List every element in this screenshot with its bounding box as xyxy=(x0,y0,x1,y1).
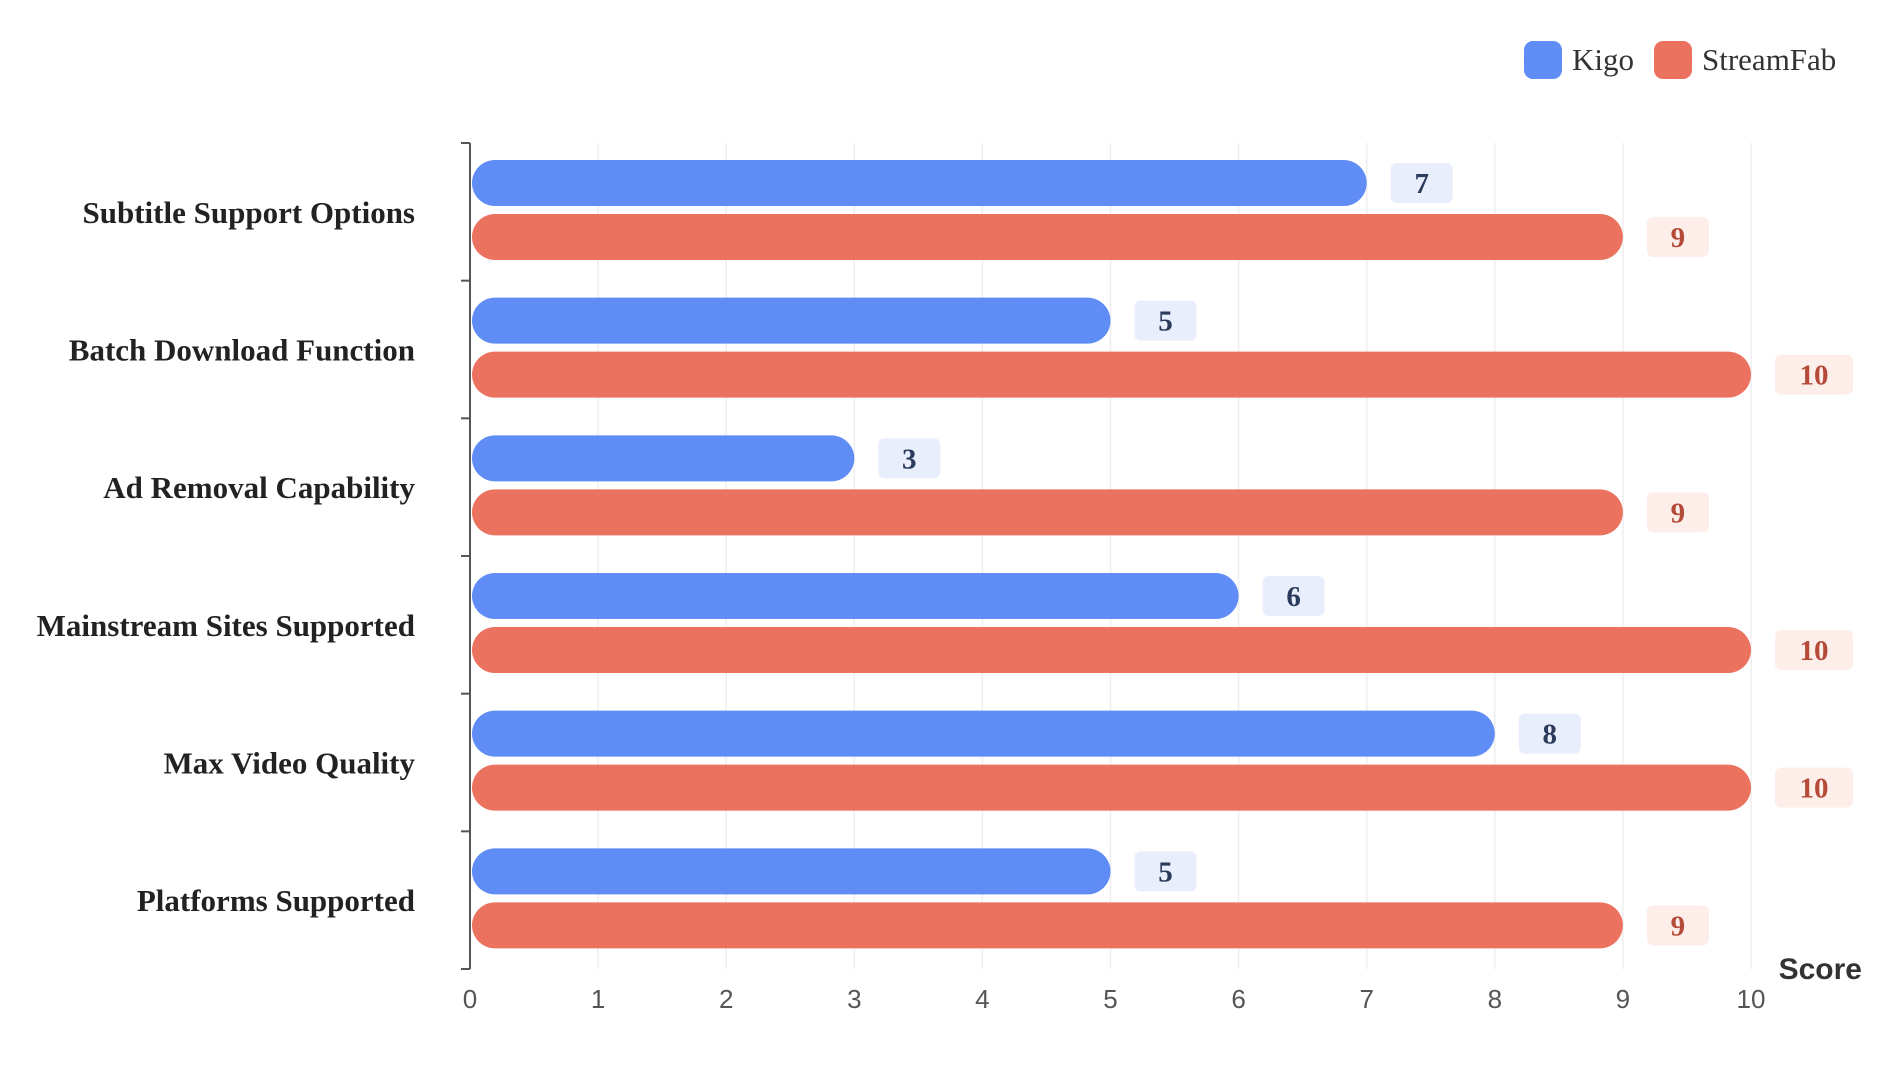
bar-streamfab xyxy=(472,214,1623,260)
value-label: 3 xyxy=(902,443,917,475)
category-label: Max Video Quality xyxy=(164,746,416,781)
x-tick-label: 1 xyxy=(591,984,605,1014)
category-label: Batch Download Function xyxy=(69,333,415,368)
value-label: 8 xyxy=(1543,719,1558,751)
value-label-bg xyxy=(1134,851,1197,892)
bar-streamfab xyxy=(472,351,1751,398)
value-label: 5 xyxy=(1158,856,1173,888)
bar-kigo xyxy=(472,710,1495,757)
legend-swatch-streamfab xyxy=(1654,41,1692,79)
x-axis-title: Score xyxy=(1779,953,1862,986)
bar-streamfab xyxy=(472,489,1623,536)
value-label: 5 xyxy=(1158,306,1173,338)
value-label: 9 xyxy=(1671,497,1686,529)
category-label: Mainstream Sites Supported xyxy=(37,608,415,643)
x-tick-label: 2 xyxy=(719,984,733,1014)
x-tick-label: 9 xyxy=(1616,984,1630,1014)
legend-label-kigo: Kigo xyxy=(1572,42,1634,77)
value-label: 10 xyxy=(1800,635,1829,667)
value-label: 9 xyxy=(1671,222,1686,254)
value-label-bg xyxy=(1646,905,1709,946)
x-tick-label: 8 xyxy=(1488,984,1502,1014)
value-label-bg xyxy=(1646,492,1709,533)
category-label: Ad Removal Capability xyxy=(103,470,415,505)
x-tick-label: 4 xyxy=(975,984,989,1014)
value-label-bg xyxy=(1518,713,1581,754)
category-label: Platforms Supported xyxy=(137,883,415,918)
value-label-bg xyxy=(1390,163,1453,203)
value-label: 9 xyxy=(1671,910,1686,942)
x-tick-label: 6 xyxy=(1231,984,1245,1014)
bar-kigo xyxy=(472,848,1111,895)
bar-streamfab xyxy=(472,764,1751,811)
value-label: 10 xyxy=(1800,360,1829,392)
value-label: 7 xyxy=(1414,168,1429,200)
value-label-bg xyxy=(1646,217,1709,257)
legend-swatch-kigo xyxy=(1524,41,1562,79)
bar-streamfab xyxy=(472,627,1751,673)
value-label: 10 xyxy=(1800,773,1829,805)
value-label-bg xyxy=(1775,354,1853,395)
value-label-bg xyxy=(1775,630,1853,670)
bar-kigo xyxy=(472,160,1367,206)
value-label-bg xyxy=(1134,300,1197,341)
x-tick-label: 5 xyxy=(1103,984,1117,1014)
bar-kigo xyxy=(472,297,1111,344)
value-label-bg xyxy=(1775,767,1853,808)
bar-streamfab xyxy=(472,902,1623,949)
value-label-bg xyxy=(1262,576,1325,616)
x-tick-label: 3 xyxy=(847,984,861,1014)
bar-kigo xyxy=(472,573,1239,619)
x-tick-label: 10 xyxy=(1737,984,1766,1014)
x-tick-label: 7 xyxy=(1359,984,1373,1014)
category-label: Subtitle Support Options xyxy=(83,195,416,230)
value-label: 6 xyxy=(1286,581,1301,613)
legend-label-streamfab: StreamFab xyxy=(1702,42,1836,77)
value-label-bg xyxy=(878,438,941,479)
x-tick-label: 0 xyxy=(463,984,477,1014)
bar-kigo xyxy=(472,435,855,482)
